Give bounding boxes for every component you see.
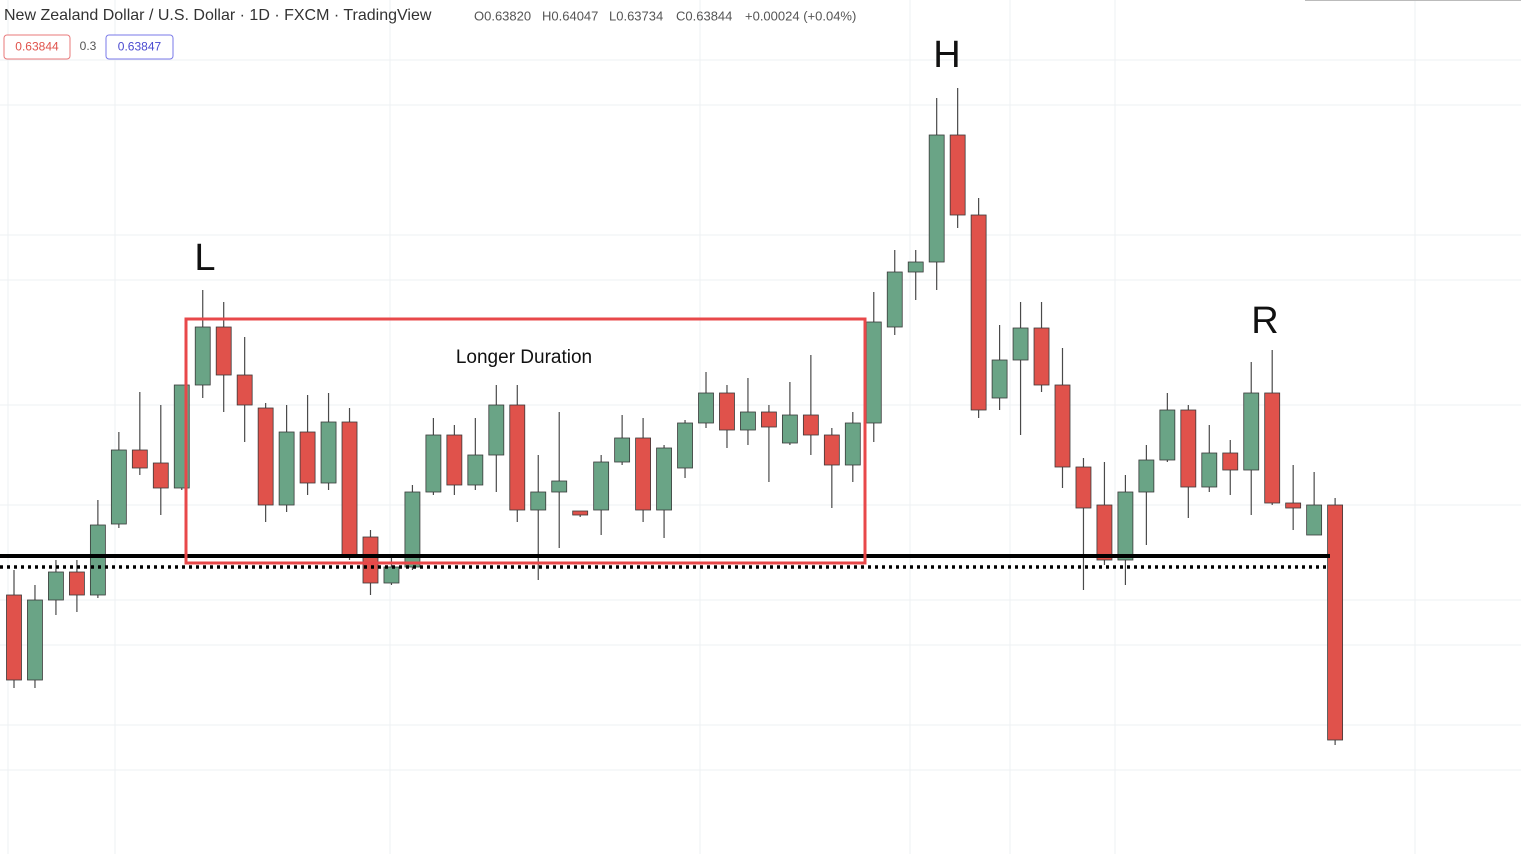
candle-body <box>1327 504 1344 741</box>
buy-badge[interactable] <box>105 34 174 60</box>
candle-body <box>614 437 631 463</box>
candle-body <box>991 359 1008 399</box>
candle-body <box>1222 452 1239 471</box>
candle-body <box>635 437 651 511</box>
candle-body <box>1201 452 1218 488</box>
candle-body <box>970 214 987 411</box>
candle-body <box>69 571 85 596</box>
candle-body <box>89 524 106 596</box>
candle-body <box>299 431 316 484</box>
ohlc-high: H0.64047 <box>542 8 598 23</box>
candle-body <box>530 491 547 511</box>
left-shoulder-label: L <box>194 237 215 279</box>
candle-body <box>1117 491 1134 561</box>
candle-body <box>1033 327 1050 386</box>
candle-body <box>551 480 568 493</box>
candle-body <box>425 434 442 493</box>
candle-body <box>467 454 484 486</box>
candle-body <box>865 321 882 424</box>
candle-body <box>677 422 693 469</box>
candle-body <box>949 134 966 216</box>
candle-body <box>572 510 589 516</box>
candle-body <box>48 571 64 601</box>
candle-body <box>278 431 295 506</box>
candle-body <box>1054 384 1071 468</box>
candle-body <box>1306 504 1323 536</box>
candle-body <box>886 271 903 328</box>
ohlc-close: C0.63844 <box>676 8 732 23</box>
candle-body <box>1180 409 1197 488</box>
candle-body <box>27 599 43 681</box>
right-shoulder-label: R <box>1251 300 1278 342</box>
candle-body <box>215 326 232 376</box>
candle-body <box>1096 504 1113 561</box>
candle-body <box>257 407 274 506</box>
candle-body <box>698 392 714 424</box>
candle-body <box>719 392 735 431</box>
candle-body <box>152 462 169 489</box>
candle-body <box>781 414 798 444</box>
candle-body <box>740 411 756 431</box>
candle-body <box>844 422 861 466</box>
candle-body <box>1138 459 1155 493</box>
candle-body <box>928 134 945 263</box>
candle-body <box>656 447 672 511</box>
candle-body <box>362 536 379 584</box>
candle-body <box>110 449 127 525</box>
ohlc-low: L0.63734 <box>609 8 663 23</box>
candle-body <box>823 434 840 466</box>
candle-body <box>1243 392 1260 471</box>
candle-body <box>593 461 610 511</box>
range-box <box>184 317 867 565</box>
candle-body <box>131 449 148 469</box>
sell-badge[interactable] <box>3 34 71 60</box>
symbol-title: New Zealand Dollar / U.S. Dollar · 1D · … <box>4 7 432 24</box>
candle-body <box>6 594 22 681</box>
ohlc-open: O0.63820 <box>474 8 531 23</box>
levels <box>0 554 1330 569</box>
candle-body <box>1264 392 1281 504</box>
candle-body <box>236 374 253 406</box>
candle-body <box>341 421 358 556</box>
candle-body <box>1075 466 1092 509</box>
candle-body <box>488 404 505 456</box>
candle-body <box>802 414 819 436</box>
candle-body <box>509 404 526 511</box>
head-label: H <box>933 34 960 76</box>
candle-body <box>320 421 337 484</box>
candle-body <box>194 326 211 386</box>
spread: 0.3 <box>80 39 97 53</box>
candle-body <box>1285 502 1302 509</box>
candle-body <box>404 491 421 568</box>
candle-body <box>1159 409 1176 461</box>
ohlc-change: +0.00024 (+0.04%) <box>745 8 856 23</box>
box-label: Longer Duration <box>456 347 592 368</box>
candle-body <box>907 261 924 273</box>
candle-body <box>446 434 463 486</box>
buy-price: 0.63847 <box>118 40 162 54</box>
candle-body <box>383 566 400 584</box>
candle-body <box>1012 327 1029 361</box>
candles <box>6 88 1344 745</box>
candle-body <box>761 411 777 428</box>
sell-price: 0.63844 <box>15 40 59 54</box>
